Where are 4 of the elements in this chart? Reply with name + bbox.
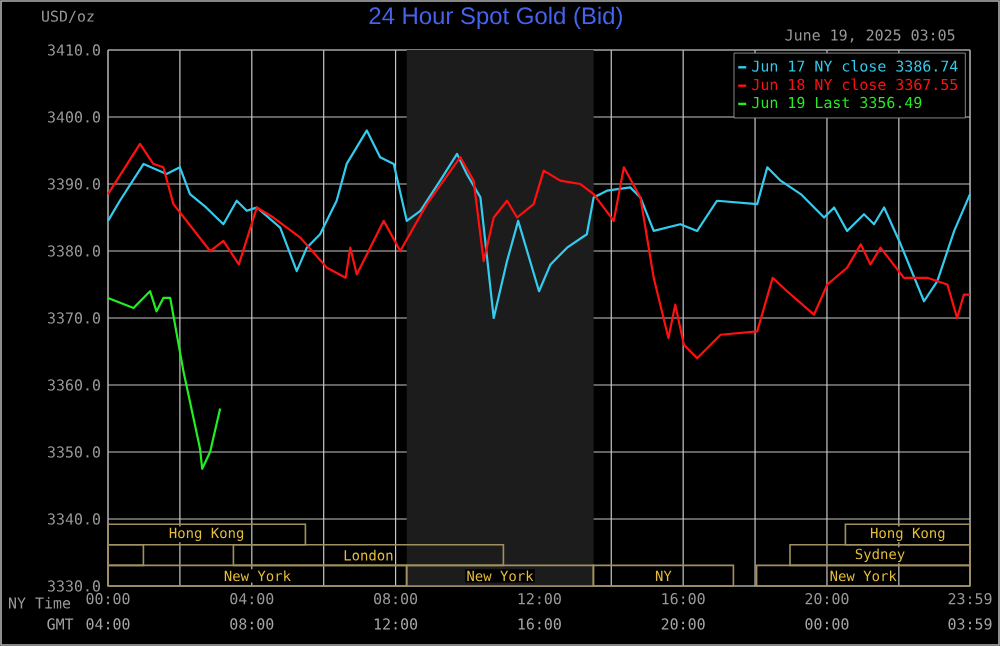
line-series xyxy=(106,290,222,470)
chart-title: 24 Hour Spot Gold (Bid) xyxy=(369,6,622,30)
line-series xyxy=(106,129,972,320)
line-series xyxy=(106,142,972,360)
